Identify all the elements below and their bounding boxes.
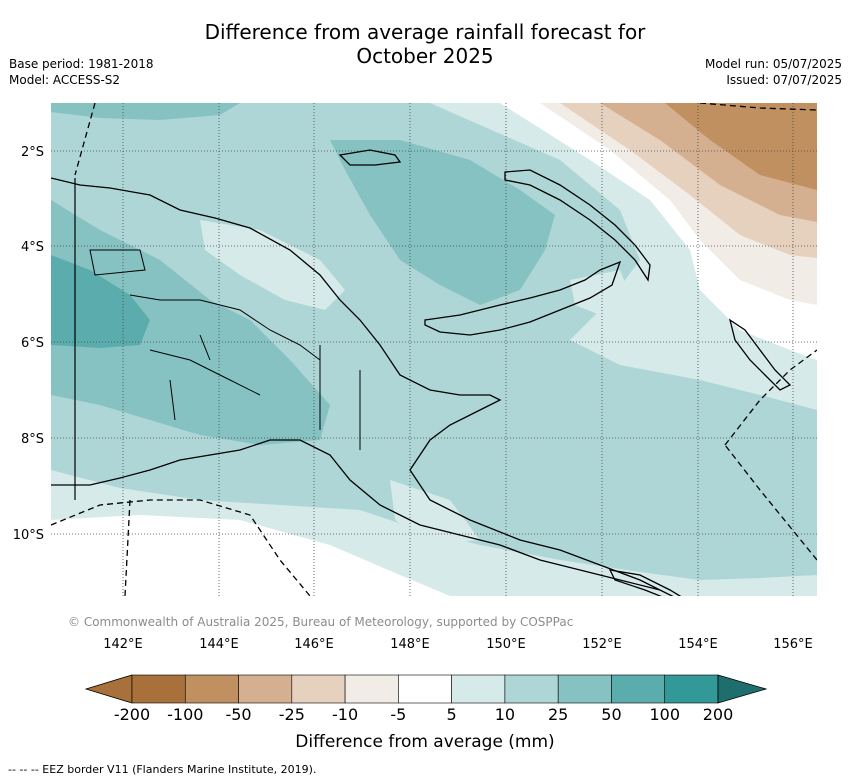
colorbar-extend-low xyxy=(84,674,133,704)
province-borders xyxy=(89,249,361,450)
colorbar-segment xyxy=(184,674,239,704)
y-tick-label: 4°S xyxy=(21,240,44,255)
colorbar-tick-label: -100 xyxy=(167,705,203,724)
chart-title: Difference from average rainfall forecas… xyxy=(0,20,850,68)
meta-left: Base period: 1981-2018 Model: ACCESS-S2 xyxy=(9,56,154,88)
coastline-new-ireland xyxy=(504,169,651,282)
y-tick-label: 10°S xyxy=(13,528,44,543)
coastline-bougainville xyxy=(728,318,792,391)
anomaly-band-5-10-gulf xyxy=(390,480,480,545)
colorbar: -200 -100 -50 -25 -10 -5 5 10 25 50 100 200 xyxy=(84,674,768,724)
colorbar-label: Difference from average (mm) xyxy=(295,732,555,752)
title-line-1: Difference from average rainfall forecas… xyxy=(204,20,646,44)
colorbar-tick-label: 200 xyxy=(703,705,734,724)
anomaly-band-25-50-west xyxy=(51,200,330,445)
longitude-tick-labels: 142°E 144°E 146°E 148°E 150°E 152°E 154°E 156°E xyxy=(103,637,813,652)
colorbar-tick-label: -200 xyxy=(114,705,150,724)
y-tick-label: 6°S xyxy=(21,336,44,351)
colorbar-segment xyxy=(451,674,506,704)
gridlines xyxy=(51,103,817,596)
anomaly-band-25-50-north xyxy=(330,140,555,305)
x-tick-label: 144°E xyxy=(199,637,239,652)
colorbar-extend-high xyxy=(717,674,768,704)
coastline-manus xyxy=(338,149,402,166)
model-run-text: Model run: 05/07/2025 xyxy=(704,57,842,71)
colorbar-segment xyxy=(398,674,452,704)
meta-right: Model run: 05/07/2025 Issued: 07/07/2025 xyxy=(705,56,842,88)
colorbar-segment xyxy=(131,674,186,704)
colorbar-tick-label: 100 xyxy=(649,705,680,724)
x-tick-label: 150°E xyxy=(486,637,526,652)
anomaly-band-minus-50-100 xyxy=(665,103,817,190)
colorbar-tick-label: -10 xyxy=(332,705,358,724)
base-period-text: Base period: 1981-2018 xyxy=(9,57,154,71)
colorbar-tick-label: 5 xyxy=(447,705,457,724)
eez-footer-note: -- -- -- EEZ border V11 (Flanders Marine… xyxy=(8,763,317,776)
title-line-2: October 2025 xyxy=(356,44,494,68)
y-tick-label: 2°S xyxy=(21,145,44,160)
copyright-text: © Commonwealth of Australia 2025, Bureau… xyxy=(68,615,573,629)
colorbar-segment xyxy=(291,674,346,704)
colorbar-segment xyxy=(344,674,399,704)
issued-text: Issued: 07/07/2025 xyxy=(726,73,842,87)
colorbar-tick-label: 50 xyxy=(601,705,621,724)
anomaly-band-neutral-south xyxy=(51,515,450,596)
colorbar-tick-label: -5 xyxy=(390,705,406,724)
coastlines xyxy=(51,149,792,596)
colorbar-tick-label: -25 xyxy=(279,705,305,724)
anomaly-band-5-10-central xyxy=(200,220,345,310)
model-text: Model: ACCESS-S2 xyxy=(9,73,121,87)
coastline-new-britain xyxy=(424,260,622,336)
x-tick-label: 154°E xyxy=(678,637,718,652)
coastline-png-mainland xyxy=(51,177,674,596)
colorbar-tick-label: -50 xyxy=(225,705,251,724)
colorbar-segment xyxy=(611,674,666,704)
eez-border xyxy=(51,103,817,596)
latitude-tick-labels: 2°S 4°S 6°S 8°S 10°S xyxy=(13,145,44,543)
x-tick-label: 142°E xyxy=(103,637,143,652)
colorbar-segment xyxy=(504,674,559,704)
map-fill-layer xyxy=(51,103,817,596)
colorbar-segment xyxy=(238,674,293,704)
anomaly-band-25-50-top xyxy=(51,103,240,120)
colorbar-segment xyxy=(664,674,719,704)
colorbar-tick-label: 10 xyxy=(495,705,515,724)
colorbar-segment xyxy=(557,674,612,704)
y-tick-label: 8°S xyxy=(21,432,44,447)
anomaly-band-50-100-west xyxy=(51,255,150,348)
x-tick-label: 148°E xyxy=(390,637,430,652)
x-tick-label: 152°E xyxy=(582,637,622,652)
x-tick-label: 146°E xyxy=(294,637,334,652)
colorbar-tick-label: 25 xyxy=(548,705,568,724)
x-tick-label: 156°E xyxy=(773,637,813,652)
coastline-southeast-islands xyxy=(608,569,682,596)
